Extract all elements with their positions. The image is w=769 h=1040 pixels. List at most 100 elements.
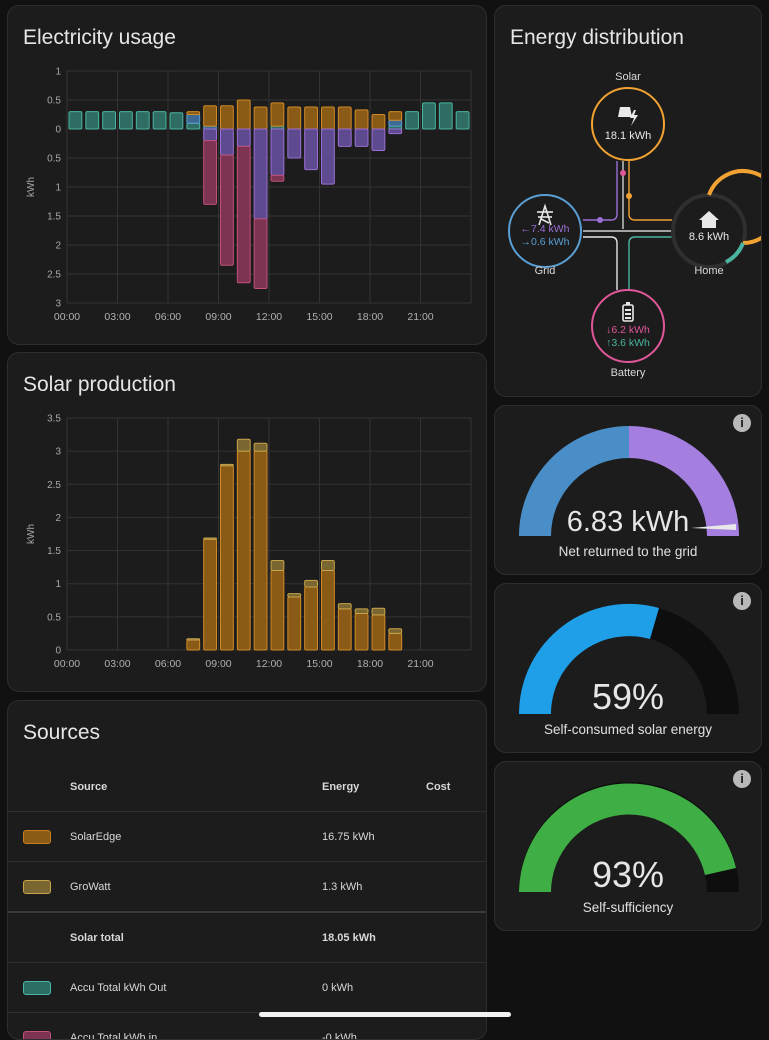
bar-solaredge bbox=[338, 609, 351, 650]
bar-solar-consumed bbox=[288, 107, 301, 129]
y-tick-label: 2.5 bbox=[47, 480, 61, 491]
x-tick-label: 12:00 bbox=[256, 311, 282, 323]
bar-solaredge bbox=[288, 597, 301, 650]
source-column-header: Source bbox=[69, 763, 321, 812]
y-tick-label: 1.5 bbox=[47, 546, 61, 557]
color-swatch bbox=[23, 981, 51, 995]
bar-solaredge bbox=[254, 451, 267, 650]
y-tick-label: 3 bbox=[55, 447, 61, 458]
bar-solaredge bbox=[187, 640, 200, 650]
bar-growatt bbox=[338, 604, 351, 609]
bar-growatt bbox=[204, 538, 217, 539]
bar-solaredge bbox=[221, 466, 234, 650]
x-tick-label: 18:00 bbox=[357, 311, 383, 323]
home-label: Home bbox=[679, 265, 739, 277]
bar-grid-out bbox=[338, 129, 351, 146]
x-tick-label: 15:00 bbox=[306, 658, 332, 670]
bar-solar-consumed bbox=[372, 115, 385, 130]
bar-solaredge bbox=[389, 633, 402, 650]
table-row: GroWatt 1.3 kWh bbox=[8, 862, 486, 913]
cost-column-header: Cost bbox=[425, 763, 486, 812]
bar-grid-out bbox=[271, 129, 284, 175]
y-tick-label: 0 bbox=[55, 125, 61, 136]
bar-growatt bbox=[254, 443, 267, 451]
bar-battery-in bbox=[254, 219, 267, 289]
bar-grid-out bbox=[322, 129, 335, 184]
y-tick-label: 2 bbox=[55, 513, 61, 524]
source-energy: 1.3 kWh bbox=[321, 862, 425, 913]
grid-from-value: ←7.4 kWh bbox=[510, 223, 580, 235]
bar-solaredge bbox=[237, 451, 250, 650]
y-tick-label: 0.5 bbox=[47, 96, 61, 107]
battery-discharge-value: ↓6.2 kWh bbox=[593, 324, 663, 336]
y-tick-label: 0.5 bbox=[47, 154, 61, 165]
grid-to-value: →0.6 kWh bbox=[510, 236, 580, 248]
bar-solar-consumed bbox=[355, 110, 368, 129]
bar-solaredge bbox=[271, 570, 284, 650]
table-row: Accu Total kWh Out 0 kWh bbox=[8, 963, 486, 1013]
bar-solar-consumed bbox=[254, 107, 267, 129]
bar-battery-in bbox=[271, 175, 284, 181]
bar-solar-consumed bbox=[322, 107, 335, 129]
gauge-value: 59% bbox=[495, 676, 761, 718]
y-axis-label: kWh bbox=[26, 524, 37, 544]
y-tick-label: 2 bbox=[55, 241, 61, 252]
grid-label: Grid bbox=[515, 265, 575, 277]
x-tick-label: 09:00 bbox=[205, 658, 231, 670]
bar-solar-consumed bbox=[305, 107, 318, 129]
solar-label: Solar bbox=[598, 71, 658, 83]
bar-solar-consumed bbox=[338, 107, 351, 129]
bar-solaredge bbox=[355, 614, 368, 650]
bar-grid-out bbox=[221, 129, 234, 155]
bar-grid-out bbox=[372, 129, 385, 150]
battery-label: Battery bbox=[598, 367, 658, 379]
bar-battery-out bbox=[406, 112, 419, 129]
source-name: Solar total bbox=[69, 912, 321, 963]
bar-solar-consumed bbox=[271, 103, 284, 126]
table-header-row: Source Energy Cost bbox=[8, 763, 486, 812]
x-tick-label: 18:00 bbox=[357, 658, 383, 670]
bar-battery-out bbox=[187, 123, 200, 129]
bar-solar-consumed bbox=[204, 106, 217, 126]
y-tick-label: 2.5 bbox=[47, 270, 61, 281]
home-indicator[interactable] bbox=[259, 1012, 511, 1017]
y-tick-label: 0 bbox=[55, 646, 61, 657]
bar-growatt bbox=[187, 639, 200, 640]
bar-battery-out bbox=[423, 103, 436, 129]
bar-battery-in bbox=[237, 146, 250, 282]
x-tick-label: 03:00 bbox=[104, 311, 130, 323]
bar-grid-out bbox=[305, 129, 318, 170]
bar-grid-out bbox=[204, 129, 217, 141]
x-tick-label: 00:00 bbox=[54, 658, 80, 670]
y-tick-label: 1 bbox=[55, 579, 61, 590]
y-tick-label: 1.5 bbox=[47, 212, 61, 223]
gauge-value: 6.83 kWh bbox=[495, 506, 761, 539]
battery-charge-value: ↑3.6 kWh bbox=[593, 337, 663, 349]
y-tick-label: 1 bbox=[55, 67, 61, 78]
bar-growatt bbox=[288, 594, 301, 597]
sources-card: Sources Source Energy Cost SolarEdge 16.… bbox=[7, 700, 487, 1040]
energy-distribution-card: Energy distribution bbox=[494, 5, 762, 397]
bar-grid-out bbox=[288, 129, 301, 158]
x-tick-label: 15:00 bbox=[306, 311, 332, 323]
bar-battery-out bbox=[120, 112, 133, 129]
bar-grid-out bbox=[389, 129, 402, 134]
bar-growatt bbox=[322, 561, 335, 571]
bar-growatt bbox=[271, 561, 284, 571]
source-name: GroWatt bbox=[69, 862, 321, 913]
self-sufficiency-gauge-card: i 93% Self-sufficiency bbox=[494, 761, 762, 931]
sources-table: Source Energy Cost SolarEdge 16.75 kWh G… bbox=[8, 763, 486, 1040]
table-row: SolarEdge 16.75 kWh bbox=[8, 812, 486, 862]
x-tick-label: 21:00 bbox=[407, 311, 433, 323]
bar-growatt bbox=[389, 629, 402, 634]
bar-grid-in bbox=[187, 115, 200, 124]
bar-solaredge bbox=[204, 539, 217, 650]
bar-battery-out bbox=[170, 113, 183, 129]
y-tick-label: 0.5 bbox=[47, 612, 61, 623]
y-tick-label: 3 bbox=[55, 299, 61, 310]
x-tick-label: 00:00 bbox=[54, 311, 80, 323]
x-tick-label: 21:00 bbox=[407, 658, 433, 670]
self-consumed-gauge-card: i 59% Self-consumed solar energy bbox=[494, 583, 762, 753]
x-tick-label: 06:00 bbox=[155, 658, 181, 670]
bar-battery-out bbox=[69, 112, 82, 129]
